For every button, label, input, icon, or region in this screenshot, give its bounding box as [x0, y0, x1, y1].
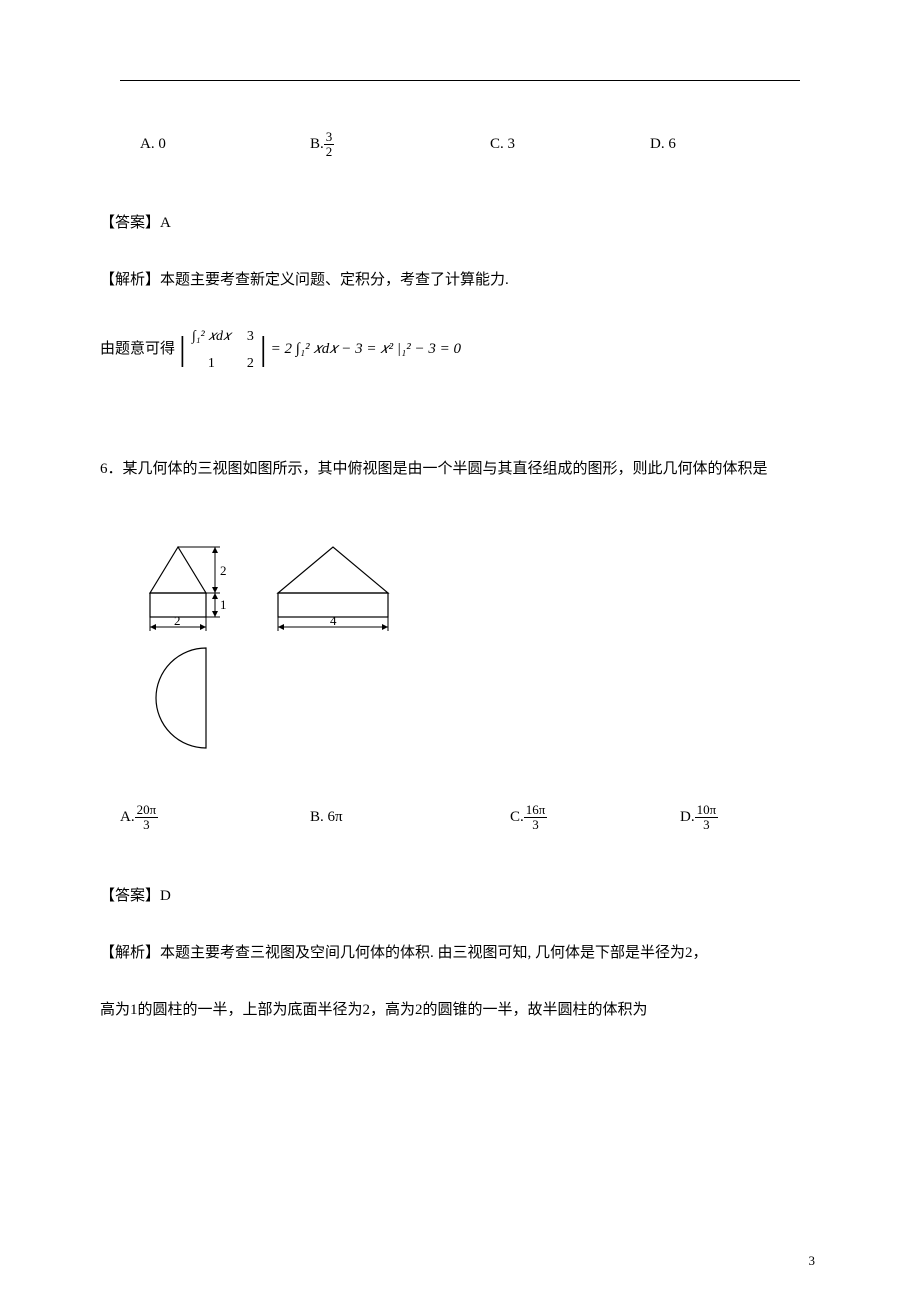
option-d: D. 10π 3: [680, 803, 780, 833]
option-a-label: A.: [120, 804, 135, 831]
option-b-fraction: 3 2: [324, 130, 335, 160]
frac-den: 2: [324, 145, 335, 159]
frac-num: 3: [324, 130, 335, 145]
q5-options: A. 0 B. 3 2 C. 3 D. 6: [100, 130, 820, 160]
frac-num: 16π: [524, 803, 548, 818]
option-c: C. 16π 3: [510, 803, 680, 833]
option-a: A. 0: [140, 130, 310, 160]
side-view: 4: [260, 503, 430, 633]
option-b-text: B. 6π: [310, 804, 343, 831]
det-r1c2: 3: [247, 324, 254, 349]
top-view: [130, 633, 250, 763]
q5-math: 由题意可得 | ∫₁² 𝑥d𝑥 3 1 2 | = 2 ∫₁² 𝑥d𝑥 − 3 …: [100, 324, 820, 376]
option-d: D. 6: [650, 130, 750, 160]
side-dim-base: 4: [330, 613, 337, 628]
det-right-bar: |: [260, 333, 267, 367]
front-dim-h1: 1: [220, 597, 227, 612]
math-prefix: 由题意可得: [100, 336, 175, 363]
q6-text: 6．某几何体的三视图如图所示，其中俯视图是由一个半圆与其直径组成的图形，则此几何…: [100, 456, 820, 483]
q6-figures: 2 1 2: [130, 503, 820, 763]
det-r1c1: ∫₁² 𝑥d𝑥: [192, 324, 231, 349]
determinant: | ∫₁² 𝑥d𝑥 3 1 2 |: [179, 324, 267, 376]
option-c-fraction: 16π 3: [524, 803, 548, 833]
frac-num: 10π: [695, 803, 719, 818]
option-b-label: B.: [310, 131, 324, 158]
front-dim-h2: 2: [220, 563, 227, 578]
det-r2c1: 1: [192, 351, 231, 376]
front-dim-base: 2: [174, 613, 181, 628]
q6-explanation-line2: 高为1的圆柱的一半，上部为底面半径为2，高为2的圆锥的一半，故半圆柱的体积为: [100, 997, 820, 1024]
option-a-fraction: 20π 3: [135, 803, 159, 833]
frac-den: 3: [524, 818, 548, 832]
option-a: A. 20π 3: [120, 803, 310, 833]
frac-num: 20π: [135, 803, 159, 818]
q6-explanation-line1: 【解析】本题主要考查三视图及空间几何体的体积. 由三视图可知, 几何体是下部是半…: [100, 940, 820, 967]
q5-explanation: 【解析】本题主要考查新定义问题、定积分，考查了计算能力.: [100, 267, 820, 294]
q5-answer: 【答案】A: [100, 210, 820, 237]
frac-den: 3: [135, 818, 159, 832]
page-number: 3: [809, 1249, 816, 1272]
figure-row-bottom: [130, 633, 820, 763]
q6-options: A. 20π 3 B. 6π C. 16π 3 D. 10π 3: [100, 803, 820, 833]
horizontal-rule: [120, 80, 800, 81]
option-d-fraction: 10π 3: [695, 803, 719, 833]
det-body: ∫₁² 𝑥d𝑥 3 1 2: [186, 324, 260, 376]
frac-den: 3: [695, 818, 719, 832]
option-c: C. 3: [490, 130, 650, 160]
option-b: B. 3 2: [310, 130, 490, 160]
figure-row-top: 2 1 2: [130, 503, 820, 633]
option-d-label: D.: [680, 804, 695, 831]
option-c-label: C.: [510, 804, 524, 831]
option-c-text: C. 3: [490, 131, 515, 158]
front-view: 2 1 2: [130, 503, 250, 633]
page-container: A. 0 B. 3 2 C. 3 D. 6 【答案】A 【解析】本题主要考查新定…: [0, 0, 920, 1302]
det-r2c2: 2: [247, 351, 254, 376]
det-left-bar: |: [179, 333, 186, 367]
math-rhs: = 2 ∫₁² 𝑥d𝑥 − 3 = 𝑥² |₁² − 3 = 0: [271, 336, 461, 363]
option-a-text: A. 0: [140, 131, 166, 158]
option-b: B. 6π: [310, 803, 510, 833]
option-d-text: D. 6: [650, 131, 676, 158]
q6-answer: 【答案】D: [100, 883, 820, 910]
